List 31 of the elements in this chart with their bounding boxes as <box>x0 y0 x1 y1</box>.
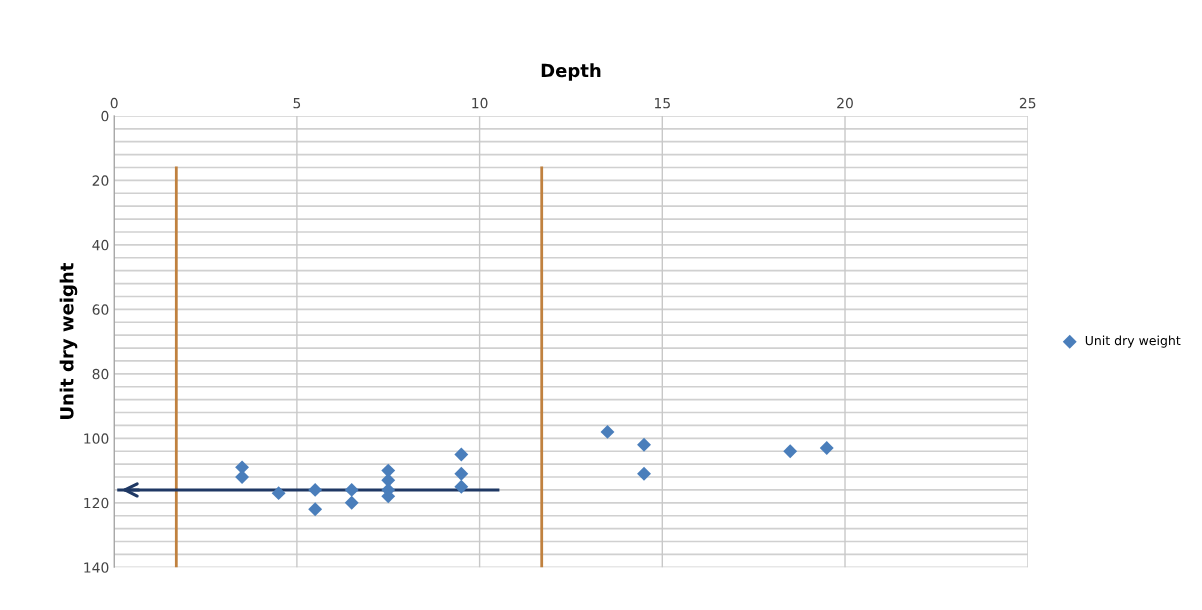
x-tick-label: 10 <box>472 97 488 109</box>
point <box>783 444 798 459</box>
y-tick-label: 80 <box>92 368 109 380</box>
point <box>271 486 286 501</box>
x-tick-label: 15 <box>654 98 670 109</box>
y-tick-label: 20 <box>92 175 109 186</box>
y-tick-label: 120 <box>84 497 109 509</box>
point <box>235 470 250 484</box>
point <box>344 482 359 497</box>
point <box>454 479 469 494</box>
point <box>308 502 323 517</box>
point <box>600 424 615 439</box>
point <box>308 482 323 497</box>
point <box>454 466 469 481</box>
y-tick-label: 60 <box>92 304 109 315</box>
chart-title: Depth <box>541 63 601 81</box>
x-tick-label: 25 <box>1019 97 1036 109</box>
y-tick-label: 40 <box>92 239 109 251</box>
y-tick-label: 140 <box>84 562 109 573</box>
legend-label: Unit dry weight <box>1085 335 1181 348</box>
point <box>819 441 834 455</box>
x-tick-label: 0 <box>110 97 118 109</box>
x-tick-label: 20 <box>837 97 853 109</box>
y-axis-title: Unit dry weight <box>59 263 78 419</box>
y-tick-label: 100 <box>84 433 109 444</box>
point <box>454 447 469 462</box>
point <box>637 466 651 481</box>
point <box>344 495 359 510</box>
x-tick-label: 5 <box>293 98 301 109</box>
y-tick-label: 0 <box>101 110 109 122</box>
point <box>637 437 651 452</box>
